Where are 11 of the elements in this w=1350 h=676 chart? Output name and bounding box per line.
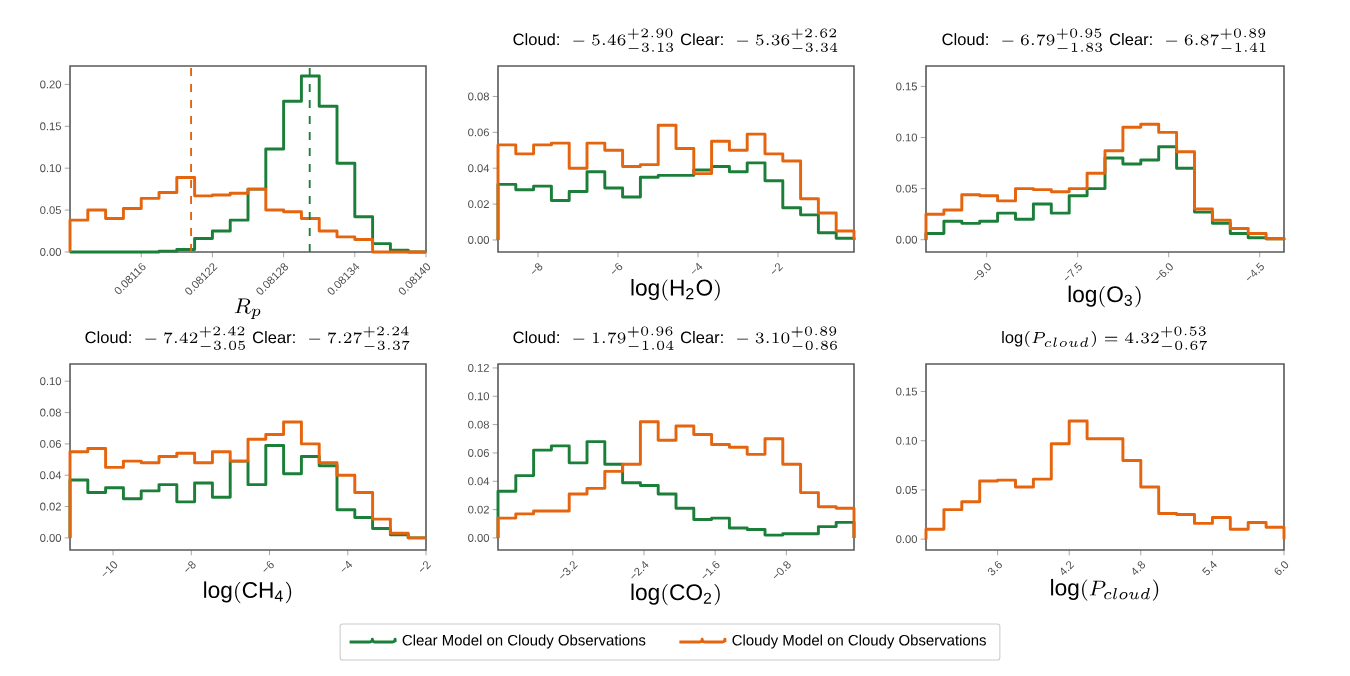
x-axis-title: $R_p$: [234, 298, 261, 319]
chart-title: $\text{Cloud: }-7.42^{+2.42}_{-3.05}\text{ Clear: }-7.27^{+2.24}_{-3.37}$: [85, 326, 410, 350]
x-axis-title: $\mathrm{log}(\mathrm{CH_4})$: [204, 581, 292, 604]
x-axis-title: $\log(P_{cloud})$: [1051, 578, 1159, 601]
chart-title: $\log(P_{cloud}) = 4.32^{+0.53}_{-0.67}$: [1002, 326, 1207, 350]
x-axis-title: $\mathrm{log}(\mathrm{CO_2})$: [631, 583, 720, 606]
chart-title: $\text{Cloud: }-1.79^{+0.96}_{-1.04}\text{ Clear: }-3.10^{+0.89}_{-0.86}$: [513, 326, 837, 350]
x-axis-title: $\mathrm{log}(\mathrm{H_2O})$: [631, 278, 720, 301]
chart-title: $\text{Cloud: }-5.46^{+2.90}_{-3.13}\text{ Clear: }-5.36^{+2.62}_{-3.34}$: [513, 28, 838, 52]
x-axis-title: $\mathrm{log}(\mathrm{O_3})$: [1068, 285, 1141, 308]
chart-title: $\text{Cloud: }-6.79^{+0.95}_{-1.83}\text{ Clear: }-6.87^{+0.89}_{-1.41}$: [942, 28, 1266, 52]
